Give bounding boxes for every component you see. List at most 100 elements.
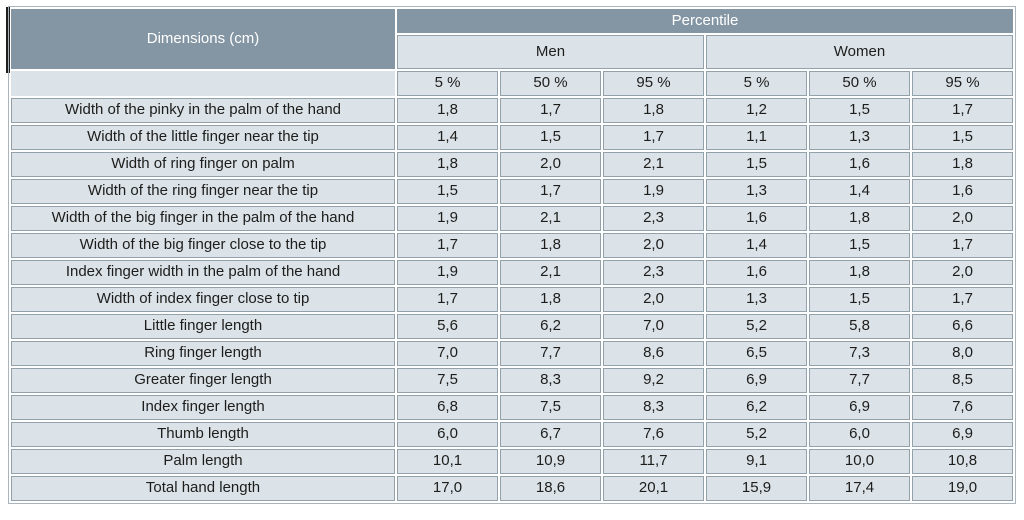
hand-dimensions-table: Dimensions (cm) Percentile Men Women 5 %… xyxy=(8,6,1016,504)
cell-value: 2,0 xyxy=(603,233,704,258)
table-row: Width of the ring finger near the tip 1,5… xyxy=(11,179,1013,204)
cell-value: 1,8 xyxy=(397,152,498,177)
table-row: Little finger length 5,6 6,2 7,0 5,2 5,8 6,6 xyxy=(11,314,1013,339)
cell-value: 1,3 xyxy=(706,179,807,204)
cell-value: 2,1 xyxy=(500,206,601,231)
cell-value: 1,4 xyxy=(706,233,807,258)
table-body: Width of the pinky in the palm of the ha… xyxy=(11,98,1013,501)
cell-value: 8,0 xyxy=(912,341,1013,366)
row-label: Width of ring finger on palm xyxy=(11,152,395,177)
women-p95-header: 95 % xyxy=(912,71,1013,96)
cell-value: 1,6 xyxy=(809,152,910,177)
cell-value: 1,9 xyxy=(603,179,704,204)
cell-value: 2,0 xyxy=(500,152,601,177)
cell-value: 8,3 xyxy=(603,395,704,420)
header-row-percentile: Dimensions (cm) Percentile xyxy=(11,9,1013,69)
table-row: Total hand length 17,0 18,6 20,1 15,9 17,4 19,… xyxy=(11,476,1013,501)
cell-value: 10,0 xyxy=(809,449,910,474)
cell-value: 7,3 xyxy=(809,341,910,366)
cell-value: 1,7 xyxy=(912,233,1013,258)
cell-value: 1,6 xyxy=(912,179,1013,204)
cell-value: 1,5 xyxy=(809,98,910,123)
cell-value: 1,8 xyxy=(603,98,704,123)
row-label: Index finger width in the palm of the ha… xyxy=(11,260,395,285)
table-row: Width of the little finger near the tip 1… xyxy=(11,125,1013,150)
cell-value: 6,6 xyxy=(912,314,1013,339)
cell-value: 7,7 xyxy=(809,368,910,393)
cell-value: 1,5 xyxy=(809,233,910,258)
cell-value: 1,7 xyxy=(500,98,601,123)
table-row: Width of index finger close to tip 1,7 1,8… xyxy=(11,287,1013,312)
women-p5-header: 5 % xyxy=(706,71,807,96)
row-label: Width of the big finger in the palm of t… xyxy=(11,206,395,231)
percentile-header-cell: Percentile xyxy=(397,9,1013,33)
table-row: Width of the big finger close to the tip… xyxy=(11,233,1013,258)
table-row: Width of the big finger in the palm of t… xyxy=(11,206,1013,231)
cell-value: 8,6 xyxy=(603,341,704,366)
row-label: Palm length xyxy=(11,449,395,474)
cell-value: 5,6 xyxy=(397,314,498,339)
row-label: Width of index finger close to tip xyxy=(11,287,395,312)
cell-value: 1,7 xyxy=(397,233,498,258)
cell-value: 9,1 xyxy=(706,449,807,474)
cell-value: 1,5 xyxy=(809,287,910,312)
row-label: Greater finger length xyxy=(11,368,395,393)
cell-value: 2,0 xyxy=(603,287,704,312)
cell-value: 19,0 xyxy=(912,476,1013,501)
men-p5-header: 5 % xyxy=(397,71,498,96)
men-p95-header: 95 % xyxy=(603,71,704,96)
cell-value: 7,5 xyxy=(397,368,498,393)
cell-value: 7,6 xyxy=(603,422,704,447)
cell-value: 1,4 xyxy=(809,179,910,204)
cell-value: 18,6 xyxy=(500,476,601,501)
cell-value: 6,9 xyxy=(809,395,910,420)
table-row: Index finger length 6,8 7,5 8,3 6,2 6,9 7,6 xyxy=(11,395,1013,420)
cell-value: 1,5 xyxy=(912,125,1013,150)
cell-value: 2,0 xyxy=(912,206,1013,231)
cell-value: 1,6 xyxy=(706,260,807,285)
cell-value: 1,9 xyxy=(397,260,498,285)
cell-value: 7,7 xyxy=(500,341,601,366)
table-row: Ring finger length 7,0 7,7 8,6 6,5 7,3 8,0 xyxy=(11,341,1013,366)
cell-value: 2,3 xyxy=(603,206,704,231)
row-label: Width of the pinky in the palm of the ha… xyxy=(11,98,395,123)
dimensions-header-cell: Dimensions (cm) xyxy=(11,9,395,69)
cell-value: 8,5 xyxy=(912,368,1013,393)
cell-value: 10,8 xyxy=(912,449,1013,474)
cell-value: 7,5 xyxy=(500,395,601,420)
women-header-cell: Women xyxy=(706,35,1013,69)
cell-value: 7,0 xyxy=(397,341,498,366)
cell-value: 1,2 xyxy=(706,98,807,123)
cell-value: 1,8 xyxy=(809,260,910,285)
cell-value: 1,3 xyxy=(706,287,807,312)
cell-value: 6,9 xyxy=(706,368,807,393)
cell-value: 11,7 xyxy=(603,449,704,474)
cell-value: 1,4 xyxy=(397,125,498,150)
subheader-row: 5 % 50 % 95 % 5 % 50 % 95 % xyxy=(11,71,1013,96)
cell-value: 2,1 xyxy=(603,152,704,177)
cell-value: 1,5 xyxy=(397,179,498,204)
cell-value: 5,2 xyxy=(706,314,807,339)
cell-value: 1,7 xyxy=(603,125,704,150)
cell-value: 6,7 xyxy=(500,422,601,447)
row-label: Width of the ring finger near the tip xyxy=(11,179,395,204)
cell-value: 6,2 xyxy=(500,314,601,339)
cell-value: 6,8 xyxy=(397,395,498,420)
row-label: Thumb length xyxy=(11,422,395,447)
table-row: Index finger width in the palm of the ha… xyxy=(11,260,1013,285)
cell-value: 1,1 xyxy=(706,125,807,150)
cell-value: 5,8 xyxy=(809,314,910,339)
header-row-groups: Men Women xyxy=(11,35,1013,69)
row-label: Little finger length xyxy=(11,314,395,339)
empty-corner-cell xyxy=(11,71,395,96)
cell-value: 1,8 xyxy=(809,206,910,231)
cell-value: 1,5 xyxy=(500,125,601,150)
cell-value: 1,9 xyxy=(397,206,498,231)
cell-value: 17,0 xyxy=(397,476,498,501)
cell-value: 15,9 xyxy=(706,476,807,501)
cell-value: 1,8 xyxy=(500,233,601,258)
cell-value: 1,7 xyxy=(912,287,1013,312)
cell-value: 20,1 xyxy=(603,476,704,501)
table-row: Width of ring finger on palm 1,8 2,0 2,1 1,5… xyxy=(11,152,1013,177)
